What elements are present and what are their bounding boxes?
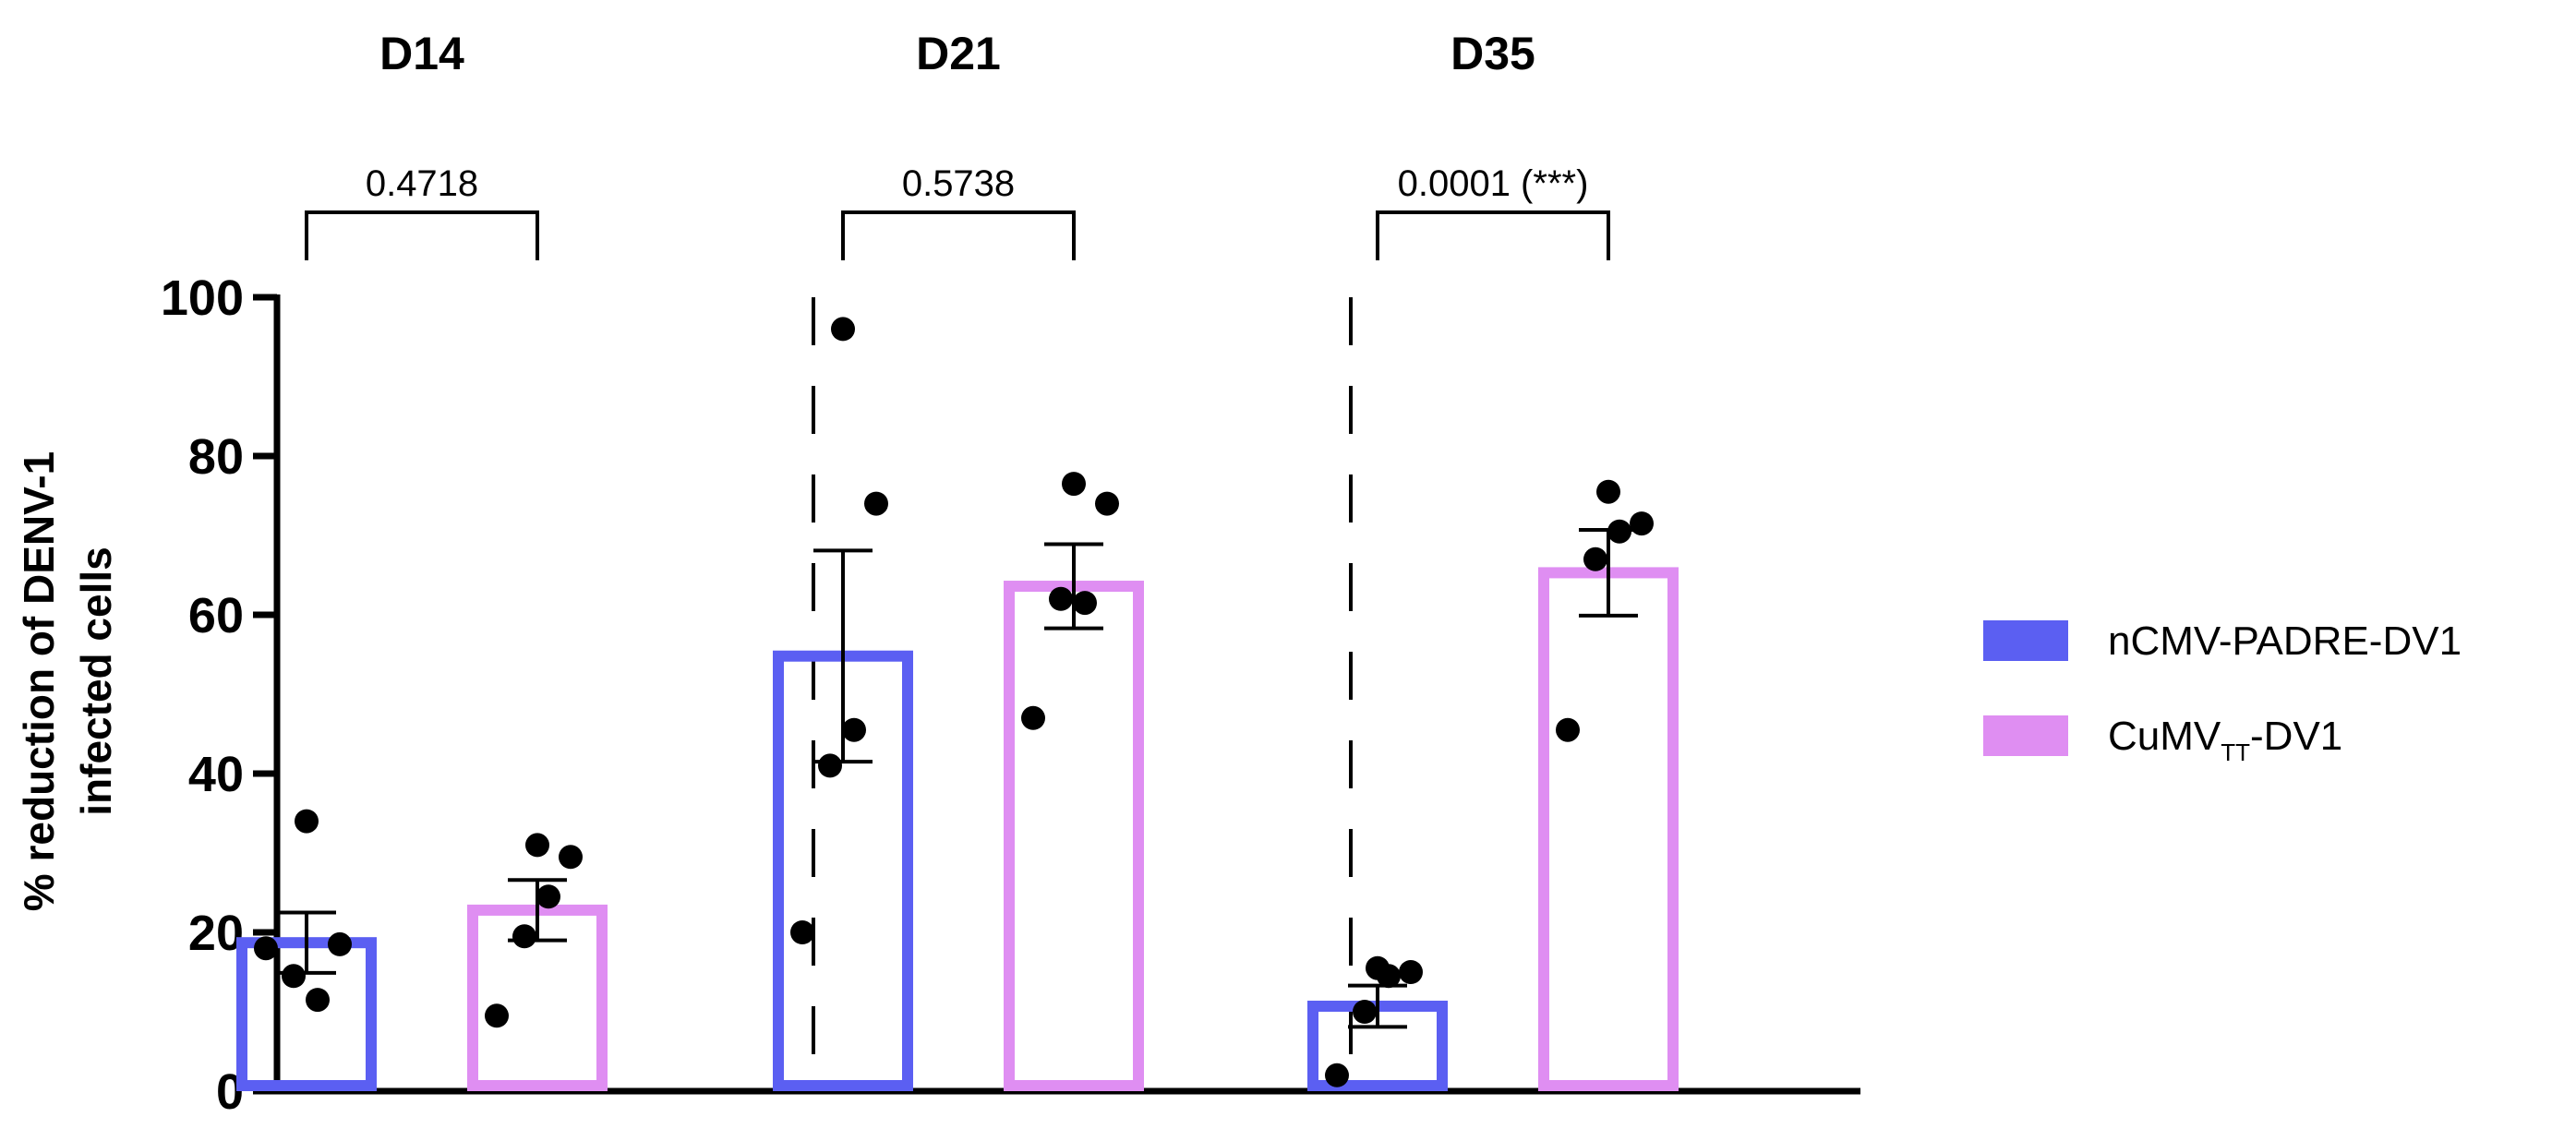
- legend-label-cumvtt-dv1: CuMVTT-DV1: [2108, 714, 2342, 766]
- data-point: [1596, 479, 1620, 504]
- data-point: [842, 717, 866, 742]
- data-point: [1073, 591, 1097, 616]
- data-point: [295, 809, 319, 834]
- group-title-d14: D14: [379, 28, 464, 79]
- legend-swatch-ncmv-padre-dv1: [1983, 620, 2068, 661]
- error-bars: [277, 527, 1638, 1029]
- group-title-d21: D21: [916, 28, 1001, 79]
- data-point: [1366, 955, 1390, 980]
- y-axis-title: % reduction of DENV-1 infected cells: [15, 451, 120, 911]
- data-point: [485, 1003, 509, 1028]
- legend: nCMV-PADRE-DV1 CuMVTT-DV1: [1983, 619, 2462, 766]
- legend-label-ncmv-padre-dv1: nCMV-PADRE-DV1: [2108, 619, 2462, 664]
- data-point: [1325, 1063, 1349, 1087]
- data-point: [1630, 511, 1654, 536]
- data-point: [328, 931, 352, 956]
- data-point: [790, 920, 814, 944]
- data-point: [831, 317, 855, 342]
- significance-bracket: [305, 210, 539, 260]
- y-tick-label: 40: [188, 747, 244, 802]
- y-tick-label: 20: [188, 906, 244, 961]
- significance-bracket: [841, 210, 1076, 260]
- group-title-d35: D35: [1451, 28, 1535, 79]
- p-value-label: 0.4718: [366, 163, 478, 204]
- data-point: [1049, 586, 1073, 611]
- data-point: [1556, 717, 1580, 742]
- data-point: [512, 924, 536, 949]
- y-tick-label: 100: [161, 270, 244, 326]
- data-point: [1607, 519, 1631, 544]
- data-point: [282, 964, 306, 989]
- legend-swatch-cumvtt-dv1: [1983, 715, 2068, 756]
- data-point: [818, 753, 842, 778]
- legend-label-subscript: TT: [2221, 739, 2250, 766]
- data-point: [525, 833, 549, 858]
- p-value-label: 0.0001 (***): [1398, 163, 1589, 204]
- y-axis-title-line-2: infected cells: [72, 546, 120, 815]
- group-dividers: [812, 297, 1353, 1087]
- data-point: [1062, 472, 1086, 497]
- legend-label-suffix: -DV1: [2250, 714, 2342, 759]
- data-point: [1399, 960, 1423, 984]
- significance-brackets: 0.4718 0.5738 0.0001 (***): [305, 163, 1610, 260]
- y-axis-title-line-1: % reduction of DENV-1: [15, 451, 63, 911]
- data-point: [1021, 705, 1045, 730]
- data-point: [306, 988, 330, 1013]
- y-tick-label: 60: [188, 588, 244, 643]
- y-tick-label: 80: [188, 429, 244, 485]
- data-point: [864, 491, 888, 516]
- data-point: [1583, 546, 1607, 571]
- group-titles: D14 D21 D35: [379, 28, 1535, 79]
- data-point: [559, 845, 583, 870]
- data-point: [1095, 491, 1119, 516]
- data-point: [254, 936, 278, 961]
- bars: [236, 567, 1679, 1091]
- legend-label-main: CuMV: [2108, 714, 2221, 759]
- p-value-label: 0.5738: [902, 163, 1015, 204]
- data-point: [536, 884, 560, 909]
- data-points: [254, 317, 1654, 1087]
- bar-cumvtt-dv1-d21: [1004, 581, 1144, 1091]
- data-point: [1353, 1000, 1377, 1024]
- significance-bracket: [1376, 210, 1610, 260]
- bar-cumvtt-dv1-d35: [1538, 567, 1679, 1091]
